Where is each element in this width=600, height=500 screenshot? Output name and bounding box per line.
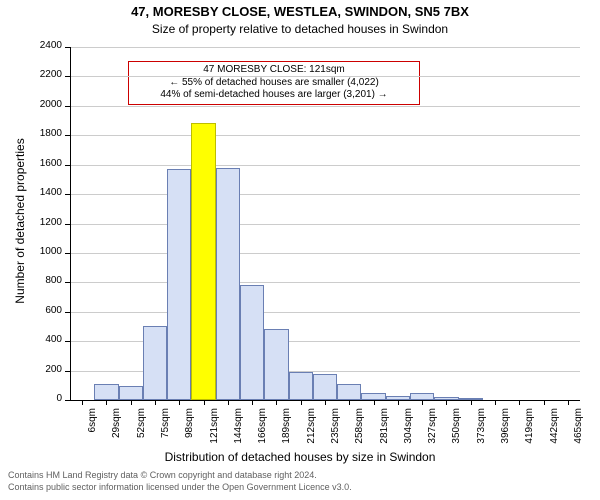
x-tick-label: 396sqm <box>500 408 511 468</box>
x-tick-label: 350sqm <box>451 408 462 468</box>
y-tick-label: 0 <box>0 393 62 404</box>
highlight-bar <box>191 123 215 400</box>
x-tick-label: 52sqm <box>136 408 147 468</box>
x-tick-label: 281sqm <box>379 408 390 468</box>
page-subtitle: Size of property relative to detached ho… <box>0 22 600 36</box>
gridline <box>70 253 580 254</box>
y-tick-label: 2000 <box>0 99 62 110</box>
x-tick-label: 258sqm <box>354 408 365 468</box>
x-tick-label: 189sqm <box>281 408 292 468</box>
page-title: 47, MORESBY CLOSE, WESTLEA, SWINDON, SN5… <box>0 4 600 19</box>
gridline <box>70 47 580 48</box>
x-tick-label: 465sqm <box>573 408 584 468</box>
bar <box>143 326 167 400</box>
x-tick-label: 373sqm <box>476 408 487 468</box>
bar <box>119 386 143 400</box>
x-tick-label: 304sqm <box>403 408 414 468</box>
x-tick-label: 419sqm <box>524 408 535 468</box>
bar <box>167 169 191 400</box>
gridline <box>70 106 580 107</box>
x-tick-label: 6sqm <box>87 408 98 468</box>
bar <box>410 393 434 400</box>
x-tick-label: 121sqm <box>209 408 220 468</box>
y-tick-label: 1400 <box>0 187 62 198</box>
footer: Contains HM Land Registry data © Crown c… <box>8 470 352 493</box>
y-tick-label: 200 <box>0 364 62 375</box>
gridline <box>70 135 580 136</box>
annotation-line3: 44% of semi-detached houses are larger (… <box>133 89 415 102</box>
annotation-box: 47 MORESBY CLOSE: 121sqm ← 55% of detach… <box>128 61 420 105</box>
y-tick-label: 800 <box>0 275 62 286</box>
x-tick-label: 166sqm <box>257 408 268 468</box>
x-tick-label: 212sqm <box>306 408 317 468</box>
bar <box>289 372 313 400</box>
y-tick-label: 2400 <box>0 40 62 51</box>
annotation-line2: ← 55% of detached houses are smaller (4,… <box>133 77 415 90</box>
bar <box>337 384 361 400</box>
annotation-line1: 47 MORESBY CLOSE: 121sqm <box>133 64 415 77</box>
y-tick-label: 600 <box>0 305 62 316</box>
x-tick-label: 327sqm <box>427 408 438 468</box>
bar <box>264 329 288 400</box>
x-axis <box>70 400 580 401</box>
y-tick-label: 1600 <box>0 158 62 169</box>
y-tick-label: 1000 <box>0 246 62 257</box>
x-tick-label: 75sqm <box>160 408 171 468</box>
y-tick-label: 1800 <box>0 128 62 139</box>
x-tick-label: 442sqm <box>549 408 560 468</box>
gridline <box>70 312 580 313</box>
bar <box>313 374 337 400</box>
x-tick-label: 98sqm <box>184 408 195 468</box>
y-tick-label: 400 <box>0 334 62 345</box>
footer-line2: Contains public sector information licen… <box>8 482 352 494</box>
x-tick-label: 235sqm <box>330 408 341 468</box>
y-tick-label: 1200 <box>0 217 62 228</box>
bar <box>94 384 118 400</box>
bar <box>361 393 385 400</box>
bar <box>216 168 240 400</box>
gridline <box>70 282 580 283</box>
footer-line1: Contains HM Land Registry data © Crown c… <box>8 470 352 482</box>
gridline <box>70 76 580 77</box>
gridline <box>70 224 580 225</box>
bar <box>240 285 264 400</box>
x-tick-label: 29sqm <box>111 408 122 468</box>
y-axis <box>70 47 71 400</box>
y-tick-label: 2200 <box>0 69 62 80</box>
gridline <box>70 194 580 195</box>
gridline <box>70 165 580 166</box>
x-tick-label: 144sqm <box>233 408 244 468</box>
